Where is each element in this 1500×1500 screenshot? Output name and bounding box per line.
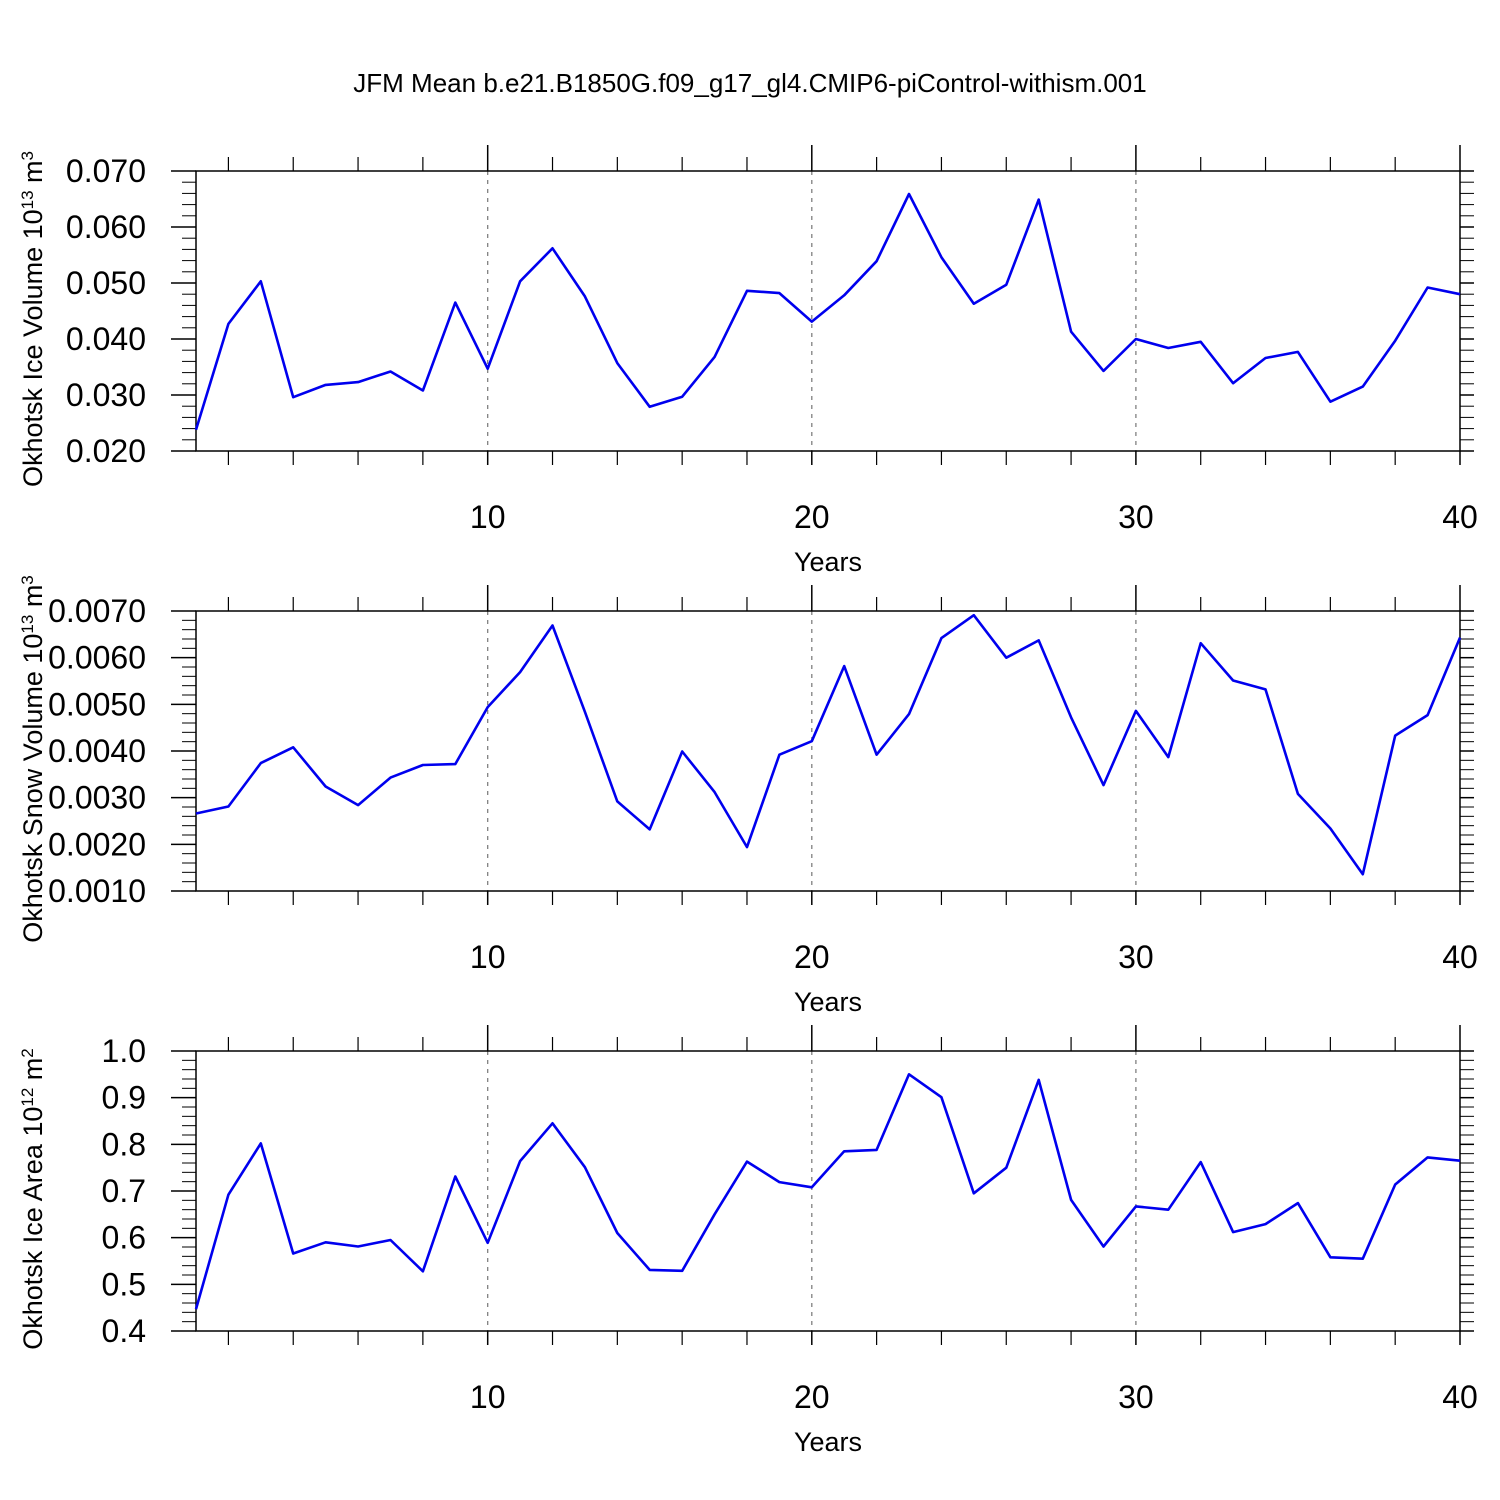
plot-frame <box>195 1050 1461 1332</box>
y-axis-label-main: Okhotsk Snow Volume 10 <box>18 634 48 943</box>
panel-3: 0.4 0.5 0.6 0.7 0.8 0.9 1.0 10 20 30 40 Years Okhots… <box>18 1025 1478 1457</box>
x-tick-label: 10 <box>470 939 506 975</box>
plot-frame <box>195 610 1461 892</box>
x-tick-label: 40 <box>1442 939 1478 975</box>
y-axis-label: Okhotsk Snow Volume 1013 m3 <box>18 575 49 943</box>
y-axis-label-exponent: 13 <box>18 190 37 209</box>
x-axis-label: Years <box>794 547 862 577</box>
x-tick-label: 20 <box>794 1379 830 1415</box>
x-tick-label: 30 <box>1118 1379 1154 1415</box>
x-tick-label: 30 <box>1118 499 1154 535</box>
x-tick-label: 40 <box>1442 499 1478 535</box>
y-tick-label: 0.0040 <box>48 733 146 769</box>
y-tick-label: 0.6 <box>102 1220 146 1256</box>
y-tick-label: 0.7 <box>102 1173 146 1209</box>
y-axis-label-main: Okhotsk Ice Area 10 <box>18 1107 48 1350</box>
y-tick-label: 0.0020 <box>48 826 146 862</box>
x-tick-label: 30 <box>1118 939 1154 975</box>
y-tick-label: 0.0050 <box>48 686 146 722</box>
y-tick-label: 0.0060 <box>48 640 146 676</box>
y-tick-label: 0.8 <box>102 1126 146 1162</box>
y-tick-label: 0.0070 <box>48 593 146 629</box>
x-tick-label: 20 <box>794 499 830 535</box>
y-tick-label: 0.4 <box>102 1313 146 1349</box>
y-axis-label-main: Okhotsk Ice Volume 10 <box>18 209 48 487</box>
series-line <box>195 613 1462 876</box>
y-axis-label-unit: m <box>18 585 48 615</box>
y-tick-label: 0.070 <box>66 153 146 189</box>
y-tick-label: 0.0010 <box>48 873 146 909</box>
y-tick-label: 0.9 <box>102 1080 146 1116</box>
chart-title: JFM Mean b.e21.B1850G.f09_g17_gl4.CMIP6-… <box>353 68 1147 98</box>
x-tick-label: 10 <box>470 1379 506 1415</box>
y-tick-label: 0.030 <box>66 377 146 413</box>
y-tick-label: 0.0030 <box>48 780 146 816</box>
y-axis-label: Okhotsk Ice Area 1012 m2 <box>18 1048 49 1350</box>
y-axis-label-exponent: 13 <box>18 615 37 634</box>
y-axis-label-unit-exponent: 3 <box>18 575 37 584</box>
y-tick-label: 1.0 <box>102 1033 146 1069</box>
y-axis-label: Okhotsk Ice Volume 1013 m3 <box>18 151 49 487</box>
panel-2: 0.0010 0.0020 0.0030 0.0040 0.0050 0.0060 0.00… <box>18 575 1478 1017</box>
x-tick-label: 10 <box>470 499 506 535</box>
x-axis-label: Years <box>794 1427 862 1457</box>
series-line <box>194 1073 1461 1310</box>
y-tick-label: 0.020 <box>66 433 146 469</box>
series-line <box>194 192 1461 431</box>
y-axis-label-unit: m <box>18 160 48 190</box>
panel-1: 0.020 0.030 0.040 0.050 0.060 0.070 10 20 30 40 Ye… <box>18 145 1478 577</box>
y-tick-label: 0.040 <box>66 321 146 357</box>
y-tick-label: 0.050 <box>66 265 146 301</box>
y-axis-label-unit: m <box>18 1058 48 1088</box>
y-tick-label: 0.5 <box>102 1266 146 1302</box>
x-tick-label: 20 <box>794 939 830 975</box>
y-axis-label-exponent: 12 <box>18 1088 37 1107</box>
y-axis-label-unit-exponent: 3 <box>18 151 37 160</box>
y-tick-label: 0.060 <box>66 209 146 245</box>
x-tick-label: 40 <box>1442 1379 1478 1415</box>
y-axis-label-unit-exponent: 2 <box>18 1048 37 1057</box>
x-axis-label: Years <box>794 987 862 1017</box>
plot-frame <box>195 170 1461 452</box>
